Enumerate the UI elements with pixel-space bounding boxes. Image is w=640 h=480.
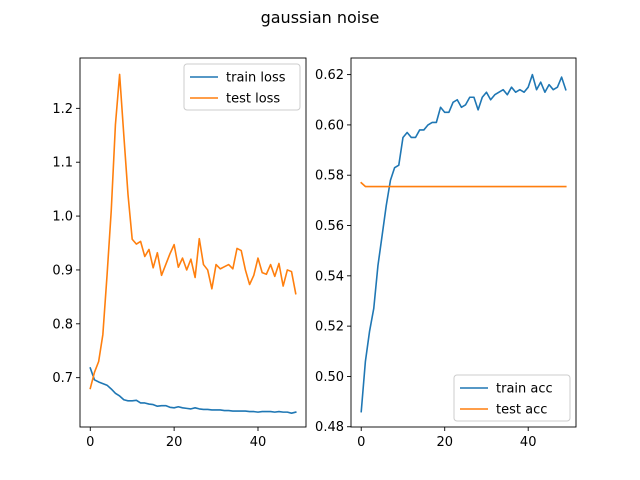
loss-series-line-train-loss [89, 366, 297, 415]
acc-y-tick-label: 0.52 [315, 320, 344, 335]
loss-axes: 0 20 40 0.7 0.8 0.9 1.0 1.1 1.2 train loss test lo… [52, 57, 307, 450]
loss-y-tick-label: 1.2 [52, 102, 73, 117]
loss-legend-label-test-loss: test loss [226, 92, 280, 107]
loss-legend-label-train-loss: train loss [226, 71, 286, 86]
loss-x-tick-label: 20 [166, 435, 183, 450]
acc-axes-frame [350, 57, 577, 428]
loss-y-tick-label: 0.7 [52, 371, 73, 386]
acc-y-tick-label: 0.50 [315, 370, 344, 385]
loss-legend: train loss test loss [183, 63, 301, 111]
loss-axes-frame [79, 57, 307, 428]
acc-y-tick-label: 0.48 [315, 420, 344, 435]
loss-y-tick-label: 0.8 [52, 317, 73, 332]
accuracy-axes: 0 20 40 0.48 0.50 0.52 0.54 0.56 0.58 0.60 0.62 tra… [315, 57, 577, 450]
acc-series-line-train-acc [360, 73, 567, 413]
acc-y-tick-label: 0.62 [315, 68, 344, 83]
acc-y-tick-label: 0.60 [315, 118, 344, 133]
loss-y-tick-label: 0.9 [52, 263, 73, 278]
loss-y-tick-label: 1.1 [52, 156, 73, 171]
acc-x-tick-label: 40 [520, 435, 537, 450]
loss-x-tick-label: 40 [250, 435, 267, 450]
acc-y-tick-label: 0.54 [315, 269, 344, 284]
acc-legend: train acc test acc [453, 374, 571, 422]
acc-x-tick-label: 20 [436, 435, 453, 450]
acc-series-line-test-acc [360, 181, 567, 188]
loss-series-line-test-loss [89, 73, 297, 390]
loss-y-tick-label: 1.0 [52, 210, 73, 225]
figure-title: gaussian noise [261, 8, 380, 27]
acc-legend-label-test-acc: test acc [496, 403, 547, 418]
acc-y-tick-label: 0.58 [315, 169, 344, 184]
acc-x-tick-label: 0 [357, 435, 365, 450]
loss-x-tick-label: 0 [86, 435, 94, 450]
acc-y-tick-label: 0.56 [315, 219, 344, 234]
acc-legend-label-train-acc: train acc [496, 382, 553, 397]
